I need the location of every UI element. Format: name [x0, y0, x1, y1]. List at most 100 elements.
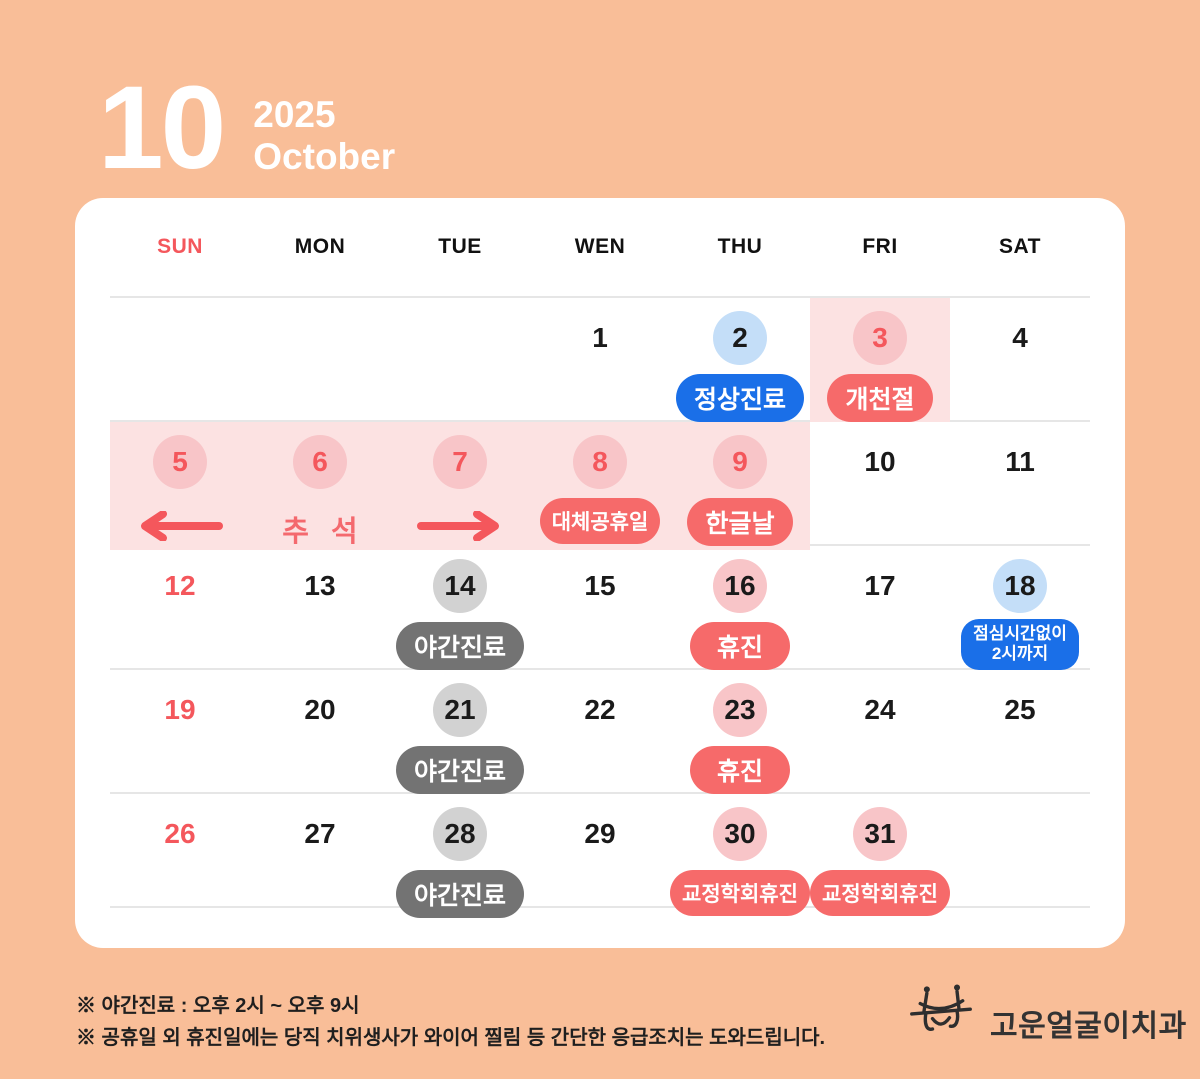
- day-badge-night-care: 야간진료: [395, 746, 524, 794]
- day-cell-22: 22: [530, 670, 670, 794]
- week-row-3: 12 13 14 야간진료 15 16 휴진 17 18 점심시간: [110, 544, 1090, 670]
- day-cell-14: 14 야간진료: [390, 546, 530, 670]
- chuseok-label: 추 석: [282, 516, 365, 548]
- day-number: 11: [1005, 446, 1035, 477]
- day-cell-30: 30 교정학회휴진: [670, 794, 810, 918]
- day-number: 23: [713, 683, 767, 737]
- day-badge-holiday: 개천절: [827, 374, 933, 422]
- day-badge-hangul-day: 한글날: [687, 498, 793, 546]
- weekday-label-tue: TUE: [438, 235, 482, 258]
- day-number: 19: [164, 694, 196, 725]
- day-number: 6: [293, 435, 347, 489]
- day-badge-night-care: 야간진료: [395, 870, 524, 918]
- day-number: 15: [584, 570, 616, 601]
- weekday-header-row: SUN MON TUE WEN THU FRI SAT: [110, 198, 1090, 296]
- month-number: 10: [98, 62, 226, 194]
- day-cell-11: 11: [950, 422, 1090, 550]
- day-cell-2: 2 정상진료: [670, 298, 810, 422]
- day-number: 26: [164, 818, 196, 849]
- clinic-logo-icon: [908, 982, 974, 1049]
- card-bottom-divider: [110, 906, 1090, 908]
- week-row-2: 5 6 추 석 7: [110, 420, 1090, 550]
- day-number: 10: [864, 446, 896, 477]
- day-cell-5-holiday: 5: [110, 422, 250, 550]
- day-number: 20: [304, 694, 336, 725]
- day-number: 4: [1012, 322, 1028, 353]
- day-number: 24: [864, 694, 896, 725]
- day-cell-26: 26: [110, 794, 250, 918]
- day-number: 31: [853, 807, 907, 861]
- day-cell-13: 13: [250, 546, 390, 670]
- day-cell-9-holiday: 9 한글날: [670, 422, 810, 550]
- day-number: 12: [164, 570, 196, 601]
- day-cell-empty: [110, 298, 250, 422]
- day-cell-21: 21 야간진료: [390, 670, 530, 794]
- month-name-label: October: [253, 135, 396, 177]
- day-number: 5: [153, 435, 207, 489]
- weekday-label-sat: SAT: [999, 235, 1041, 258]
- day-badge-ortho-conference-closed: 교정학회휴진: [670, 870, 810, 916]
- day-cell-1: 1: [530, 298, 670, 422]
- day-badge-substitute-holiday: 대체공휴일: [539, 498, 661, 544]
- day-number: 2: [713, 311, 767, 365]
- day-number: 28: [433, 807, 487, 861]
- week-row-4: 19 20 21 야간진료 22 23 휴진 24 25: [110, 668, 1090, 794]
- week-row-1: 1 2 정상진료 3 개천절 4: [110, 296, 1090, 422]
- day-cell-4: 4: [950, 298, 1090, 422]
- day-cell-6-holiday: 6 추 석: [250, 422, 390, 550]
- weekday-label-sun: SUN: [157, 235, 203, 258]
- day-cell-29: 29: [530, 794, 670, 918]
- day-cell-empty: [390, 298, 530, 422]
- day-cell-28: 28 야간진료: [390, 794, 530, 918]
- day-number: 14: [433, 559, 487, 613]
- weekday-label-thu: THU: [717, 235, 763, 258]
- day-cell-24: 24: [810, 670, 950, 794]
- day-number: 29: [584, 818, 616, 849]
- day-number: 13: [304, 570, 336, 601]
- day-number: 17: [864, 570, 896, 601]
- page-title: 10 2025 October: [98, 62, 395, 194]
- year-month: 2025 October: [253, 94, 395, 178]
- week-row-5: 26 27 28 야간진료 29 30 교정학회휴진 31 교정학회휴진: [110, 792, 1090, 918]
- clinic-logo: 고운얼굴이치과: [908, 982, 1187, 1049]
- badge-line-2: 2시까지: [991, 644, 1049, 664]
- weekday-label-mon: MON: [294, 235, 346, 258]
- day-cell-16: 16 휴진: [670, 546, 810, 670]
- day-badge-no-lunch-until-2: 점심시간없이 2시까지: [961, 619, 1079, 670]
- arrow-left-icon: [135, 511, 225, 541]
- day-cell-7-holiday: 7: [390, 422, 530, 550]
- day-number: 1: [592, 322, 608, 353]
- day-badge-closed: 휴진: [689, 622, 790, 670]
- day-cell-23: 23 휴진: [670, 670, 810, 794]
- day-number: 22: [584, 694, 616, 725]
- footnote-emergency-help: ※ 공휴일 외 휴진일에는 당직 치위생사가 와이어 찔림 등 간단한 응급조치…: [76, 1027, 826, 1049]
- footnote-night-care-hours: ※ 야간진료 : 오후 2시 ~ 오후 9시: [76, 995, 360, 1017]
- day-number: 18: [993, 559, 1047, 613]
- calendar-card: SUN MON TUE WEN THU FRI SAT 1 2 정상진료 3 개…: [75, 198, 1125, 948]
- day-number: 30: [713, 807, 767, 861]
- weekday-label-wen: WEN: [574, 235, 626, 258]
- day-cell-25: 25: [950, 670, 1090, 794]
- day-number: 7: [433, 435, 487, 489]
- day-cell-18: 18 점심시간없이 2시까지: [950, 546, 1090, 670]
- day-cell-empty: [250, 298, 390, 422]
- day-number: 16: [713, 559, 767, 613]
- day-cell-3-holiday: 3 개천절: [810, 298, 950, 422]
- day-cell-19: 19: [110, 670, 250, 794]
- day-badge-closed: 휴진: [689, 746, 790, 794]
- day-cell-15: 15: [530, 546, 670, 670]
- day-cell-12: 12: [110, 546, 250, 670]
- day-number: 25: [1004, 694, 1036, 725]
- day-cell-20: 20: [250, 670, 390, 794]
- day-number: 8: [573, 435, 627, 489]
- badge-line-1: 점심시간없이: [973, 624, 1067, 643]
- day-badge-night-care: 야간진료: [395, 622, 524, 670]
- clinic-name: 고운얼굴이치과: [990, 1009, 1187, 1043]
- day-cell-empty: [950, 794, 1090, 918]
- day-cell-31: 31 교정학회휴진: [810, 794, 950, 918]
- day-number: 9: [713, 435, 767, 489]
- day-badge-ortho-conference-closed: 교정학회휴진: [810, 870, 950, 916]
- day-cell-10: 10: [810, 422, 950, 550]
- year-label: 2025: [253, 94, 336, 135]
